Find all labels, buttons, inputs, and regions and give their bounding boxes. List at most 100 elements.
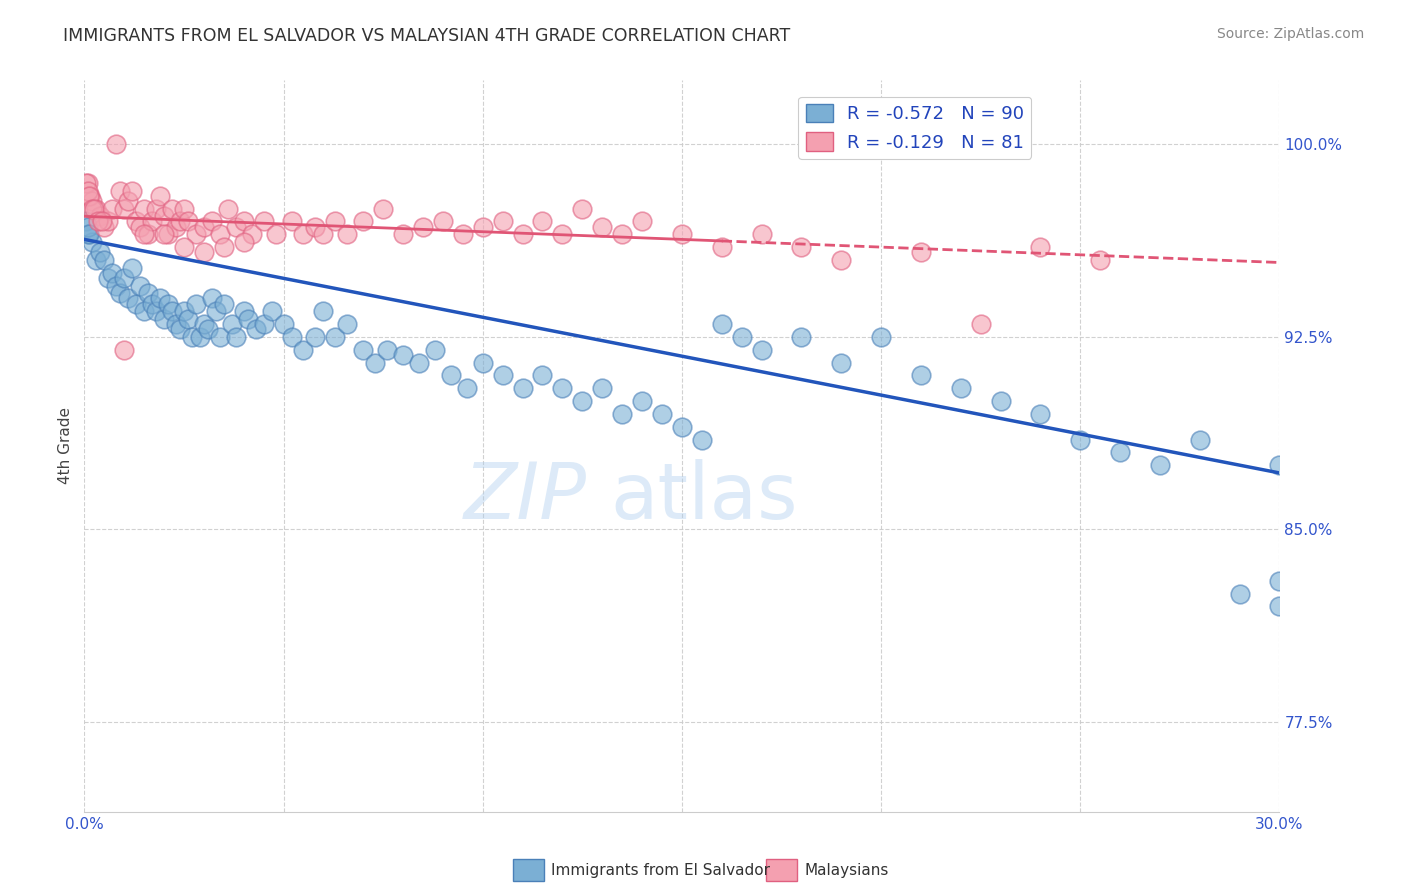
Point bbox=[245, 322, 267, 336]
Point bbox=[471, 219, 494, 234]
Point bbox=[77, 188, 100, 202]
Point bbox=[193, 245, 215, 260]
Point bbox=[531, 368, 554, 383]
Point bbox=[236, 312, 259, 326]
Point bbox=[184, 227, 207, 242]
Point bbox=[232, 214, 254, 228]
Point bbox=[117, 292, 139, 306]
Point bbox=[990, 394, 1012, 409]
Point bbox=[153, 209, 176, 223]
Point bbox=[423, 343, 446, 357]
Point bbox=[492, 214, 515, 228]
Point bbox=[225, 219, 247, 234]
Text: Source: ZipAtlas.com: Source: ZipAtlas.com bbox=[1216, 27, 1364, 41]
Point bbox=[75, 214, 97, 228]
Point bbox=[184, 296, 207, 310]
Point bbox=[392, 348, 415, 362]
Point bbox=[671, 227, 693, 242]
Point bbox=[1229, 586, 1251, 600]
Point bbox=[790, 330, 813, 344]
Point bbox=[132, 227, 156, 242]
Point bbox=[571, 202, 593, 216]
Point bbox=[145, 202, 167, 216]
Point bbox=[591, 219, 613, 234]
Point bbox=[110, 184, 132, 198]
Point bbox=[149, 188, 172, 202]
Point bbox=[145, 304, 167, 318]
Point bbox=[325, 330, 347, 344]
Point bbox=[87, 214, 110, 228]
Point bbox=[165, 219, 187, 234]
Point bbox=[89, 245, 111, 260]
Point bbox=[280, 330, 302, 344]
Point bbox=[221, 317, 243, 331]
Point bbox=[830, 355, 852, 369]
Point bbox=[112, 343, 135, 357]
Text: ZIP: ZIP bbox=[464, 459, 586, 535]
Point bbox=[671, 419, 693, 434]
Point bbox=[631, 394, 654, 409]
Point bbox=[77, 227, 100, 242]
Point bbox=[169, 214, 191, 228]
Point bbox=[75, 176, 97, 190]
Point bbox=[121, 260, 143, 275]
Point bbox=[949, 381, 972, 395]
Point bbox=[205, 304, 228, 318]
Point bbox=[208, 227, 231, 242]
Point bbox=[1090, 252, 1112, 267]
Point bbox=[1268, 574, 1291, 588]
Point bbox=[165, 317, 187, 331]
Point bbox=[451, 227, 474, 242]
Point bbox=[512, 381, 534, 395]
Point bbox=[173, 304, 195, 318]
Point bbox=[392, 227, 415, 242]
Point bbox=[177, 214, 200, 228]
Point bbox=[304, 330, 326, 344]
Point bbox=[169, 322, 191, 336]
Point bbox=[1149, 458, 1171, 473]
Point bbox=[336, 227, 359, 242]
Point bbox=[1109, 445, 1132, 459]
Point bbox=[97, 214, 120, 228]
Point bbox=[260, 304, 283, 318]
Point bbox=[153, 227, 176, 242]
Point bbox=[212, 240, 235, 254]
Point bbox=[76, 184, 98, 198]
Point bbox=[571, 394, 593, 409]
Point bbox=[89, 209, 111, 223]
Point bbox=[112, 271, 135, 285]
Point bbox=[690, 433, 713, 447]
Point bbox=[117, 194, 139, 208]
Point bbox=[312, 304, 335, 318]
Point bbox=[292, 227, 315, 242]
Point bbox=[125, 296, 148, 310]
Point bbox=[710, 240, 733, 254]
Point bbox=[160, 202, 183, 216]
Point bbox=[412, 219, 434, 234]
Point bbox=[440, 368, 463, 383]
Point bbox=[129, 278, 152, 293]
Point bbox=[76, 219, 98, 234]
Point bbox=[830, 252, 852, 267]
Point bbox=[132, 202, 156, 216]
Point bbox=[910, 368, 932, 383]
Point bbox=[253, 317, 276, 331]
Point bbox=[551, 227, 574, 242]
Point bbox=[456, 381, 478, 395]
Point bbox=[651, 407, 673, 421]
Point bbox=[132, 304, 156, 318]
Point bbox=[232, 235, 254, 249]
Point bbox=[82, 194, 104, 208]
Point bbox=[325, 214, 347, 228]
Point bbox=[408, 355, 430, 369]
Point bbox=[121, 184, 143, 198]
Point bbox=[83, 202, 105, 216]
Point bbox=[86, 202, 108, 216]
Point bbox=[93, 252, 115, 267]
Point bbox=[181, 330, 204, 344]
Point bbox=[432, 214, 454, 228]
Point bbox=[208, 330, 231, 344]
Point bbox=[157, 296, 180, 310]
Point bbox=[201, 214, 224, 228]
Point bbox=[710, 317, 733, 331]
